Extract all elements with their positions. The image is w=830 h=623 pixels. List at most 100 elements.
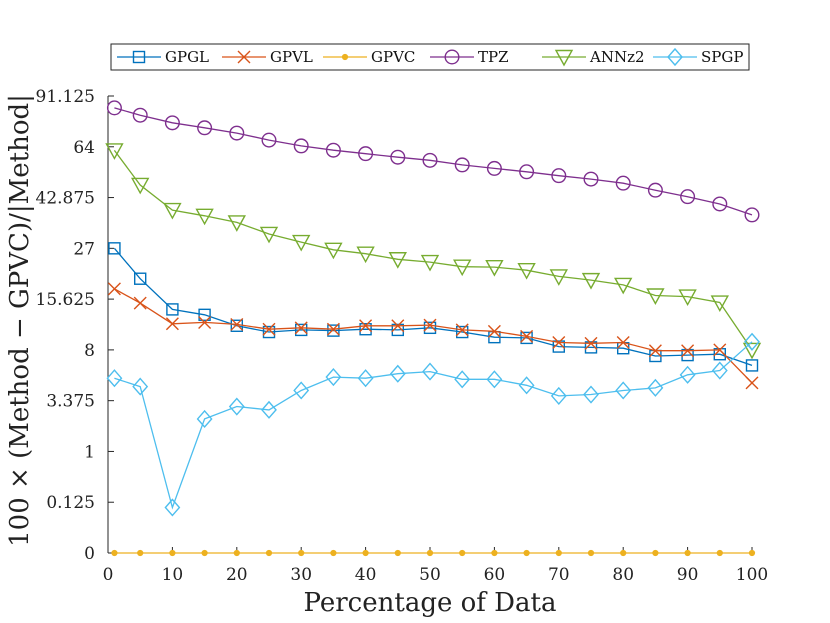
data-point-annz2 (195, 208, 214, 226)
data-point-gpvl (230, 317, 244, 331)
data-point-annz2 (614, 277, 633, 295)
data-point-gpvc (620, 549, 627, 557)
data-point-gpvc (137, 549, 144, 557)
data-point-gpvc (523, 549, 530, 557)
data-point-spgp (422, 362, 438, 381)
data-point-gpvc (426, 549, 434, 557)
data-point-tpz (106, 100, 122, 116)
legend-item-spgp: SPGP (653, 47, 743, 67)
data-point-spgp (132, 377, 149, 396)
data-point-spgp (325, 367, 342, 387)
data-point-gpgl (198, 308, 211, 322)
data-point-annz2 (105, 143, 124, 160)
legend-label-spgp: SPGP (701, 48, 743, 66)
data-point-gpgl (456, 325, 469, 339)
data-point-annz2 (131, 177, 150, 195)
data-point-gpgl (681, 348, 694, 362)
data-point-gpgl (108, 242, 121, 255)
data-point-annz2 (581, 272, 601, 290)
data-point-gpvl (713, 343, 727, 357)
data-point-gpvl (520, 329, 534, 343)
data-point-gpvc (330, 549, 337, 557)
data-point-spgp (583, 385, 599, 404)
data-point-gpvc (491, 549, 498, 557)
x-tick-label: 10 (162, 565, 184, 585)
data-point-gpvl (745, 376, 759, 390)
data-point-annz2 (710, 295, 729, 312)
data-point-gpgl (327, 324, 340, 337)
data-point-gpvc (362, 549, 369, 557)
data-point-gpvl (616, 336, 630, 350)
data-point-spgp (357, 369, 374, 388)
data-point-tpz (744, 207, 760, 223)
data-point-gpgl (584, 341, 598, 354)
data-point-tpz (583, 171, 599, 187)
data-point-annz2 (356, 246, 375, 264)
legend-item-gpvl: GPVL (222, 48, 313, 66)
data-point-gpvc (201, 549, 208, 557)
data-point-annz2 (485, 259, 504, 277)
data-point-gpgl (391, 323, 404, 337)
data-point-annz2 (259, 226, 279, 244)
data-point-annz2 (549, 269, 568, 286)
legend-item-gpvc: GPVC (323, 48, 415, 66)
series-gpvl (107, 282, 759, 390)
data-point-annz2 (453, 259, 472, 277)
data-point-gpvc (298, 549, 305, 557)
data-point-gpvl (552, 336, 566, 350)
y-tick-label: 42.875 (36, 189, 95, 209)
data-point-gpvc (169, 549, 176, 557)
x-tick-label: 90 (677, 565, 699, 585)
x-tick-label: 70 (548, 565, 570, 585)
legend-label-tpz: TPZ (478, 48, 509, 66)
data-point-gpvl (455, 323, 469, 337)
x-tick-label: 40 (355, 565, 377, 585)
data-point-gpvl (294, 321, 308, 335)
series-tpz (106, 100, 760, 223)
data-point-spgp (164, 498, 181, 517)
data-point-gpgl (295, 323, 308, 337)
y-tick-label: 3.375 (46, 392, 95, 412)
data-point-gpvc (652, 549, 659, 557)
legend-item-gpgl: GPGL (117, 48, 209, 66)
data-point-tpz (132, 107, 148, 123)
data-point-tpz (164, 115, 180, 131)
data-point-gpvc (459, 549, 466, 557)
data-point-gpgl (713, 348, 726, 361)
data-point-gpgl (359, 323, 372, 336)
data-point-gpvc (111, 549, 118, 557)
data-point-tpz (261, 132, 277, 148)
data-point-gpvl (133, 296, 147, 310)
y-tick-label: 15.625 (36, 290, 95, 310)
y-tick-label: 91.125 (36, 87, 95, 107)
legend-label-gpgl: GPGL (165, 48, 209, 66)
x-tick-label: 50 (419, 565, 441, 585)
axes: 0 10 20 30 40 50 60 70 80 90 100 0 0.125 1 3.375 8 15.62… (36, 87, 769, 585)
data-point-gpgl (262, 325, 276, 339)
x-tick-label: 100 (736, 565, 768, 585)
legend-label-gpvl: GPVL (270, 48, 313, 66)
data-point-spgp (711, 361, 728, 380)
data-point-tpz (325, 142, 341, 158)
data-point-annz2 (163, 202, 182, 220)
legend-marker-tpz (444, 49, 460, 65)
legend-marker-gpvl (237, 50, 251, 64)
data-point-gpvc (684, 549, 691, 557)
data-point-tpz (519, 164, 535, 180)
y-tick-label: 0.125 (46, 493, 95, 513)
data-point-tpz (615, 175, 631, 191)
y-tick-label: 64 (73, 138, 95, 158)
data-point-spgp (744, 332, 760, 351)
data-point-gpvc (748, 549, 756, 557)
legend-marker-gpgl (132, 50, 146, 64)
y-tick-label: 8 (84, 341, 95, 361)
data-point-spgp (518, 376, 535, 395)
y-tick-label: 1 (84, 442, 95, 462)
data-point-tpz (358, 146, 374, 162)
data-point-gpgl (133, 272, 147, 285)
data-point-tpz (454, 157, 470, 173)
data-point-spgp (293, 381, 310, 400)
x-tick-label: 80 (612, 565, 634, 585)
data-point-gpvc (555, 549, 562, 557)
data-point-gpvl (107, 282, 121, 296)
